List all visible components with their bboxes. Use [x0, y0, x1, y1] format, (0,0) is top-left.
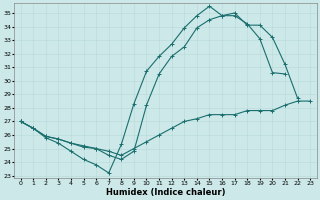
- X-axis label: Humidex (Indice chaleur): Humidex (Indice chaleur): [106, 188, 225, 197]
